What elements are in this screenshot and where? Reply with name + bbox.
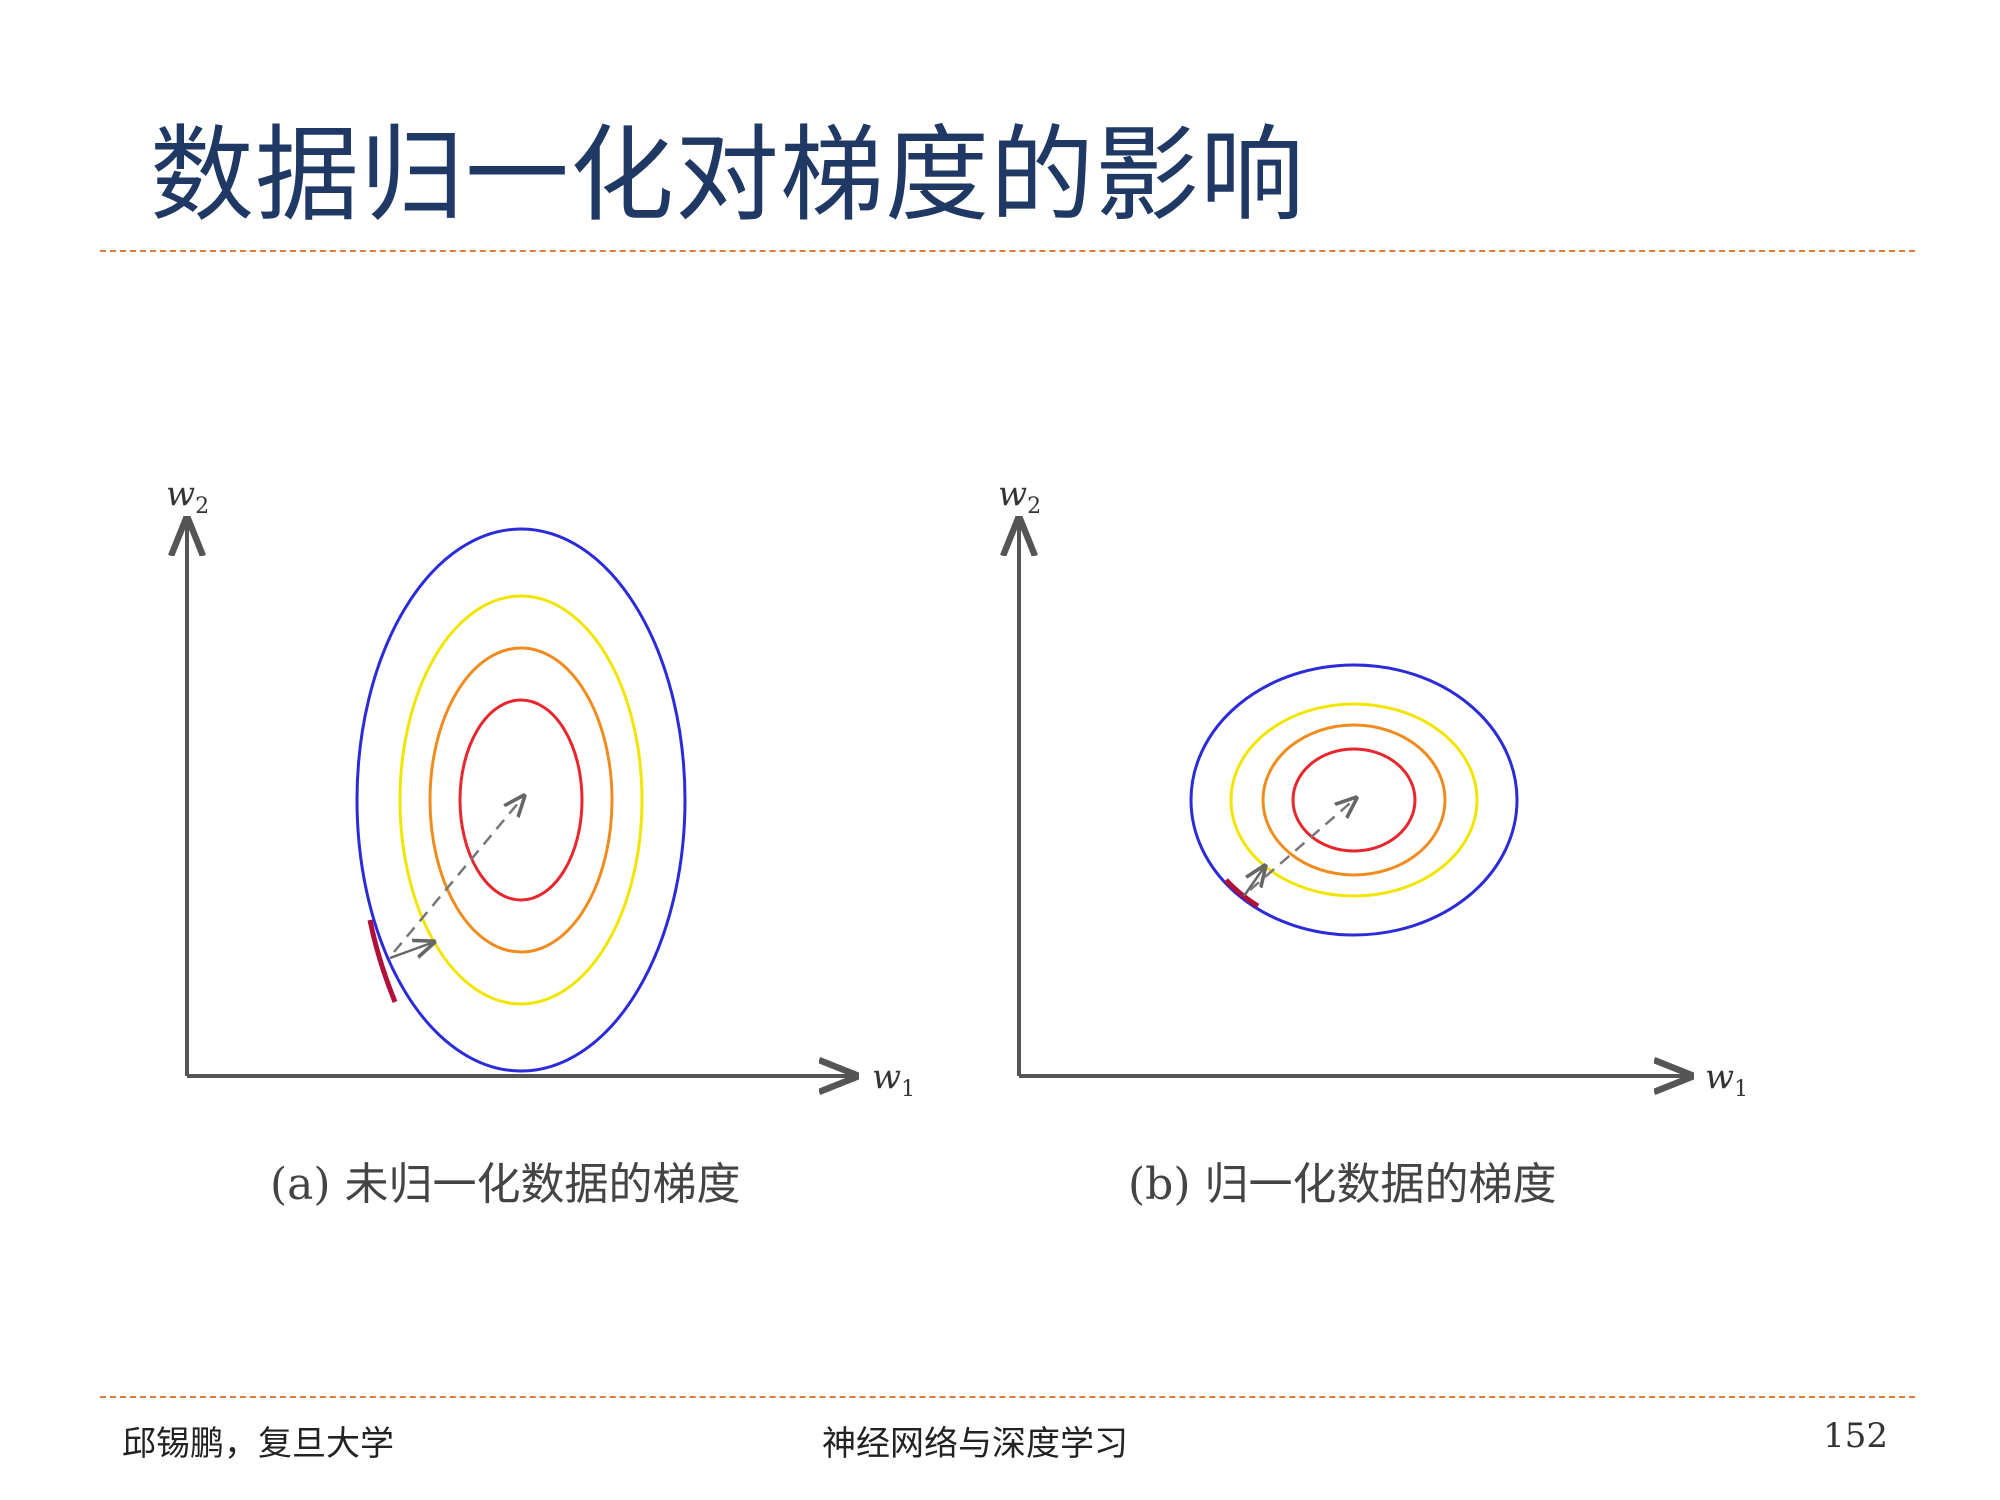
panel-b-gradient-segment [1224,878,1260,909]
panel-a-contour-inner [458,698,584,902]
page-number: 152 [1823,1416,1888,1456]
title-divider [100,250,1915,252]
panel-b-contour-inner [1291,747,1417,853]
footer-author: 邱锡鹏，复旦大学 [122,1424,394,1464]
panel-a-x-axis-label: w1 [872,1057,915,1102]
footer-course-title: 神经网络与深度学习 [822,1424,1128,1464]
panel-b-contour-3 [1261,723,1447,877]
panel-a-contour-2 [398,594,644,1006]
panel-a-contour-3 [428,646,614,954]
panel-b-contour-outer [1189,663,1519,937]
panel-a-gradient-arrow [389,942,434,960]
panel-a-caption: (a) 未归一化数据的梯度 [270,1159,741,1210]
footer-divider [100,1396,1915,1398]
slide-title: 数据归一化对梯度的影响 [150,114,1306,236]
panel-a: w2 w1 [166,474,915,1102]
panel-a-descent-direction [393,796,524,953]
panel-b-descent-direction [1249,798,1356,891]
panel-b-x-axis-label: w1 [1705,1057,1748,1102]
panel-b-y-axis-label: w2 [998,474,1041,519]
panel-b-caption: (b) 归一化数据的梯度 [1128,1159,1557,1210]
panel-b: w2 w1 [998,474,1748,1102]
panel-b-contour-2 [1229,702,1479,898]
panel-a-y-axis-label: w2 [166,474,209,519]
panel-a-gradient-segment [367,919,398,1003]
panel-a-contour-outer [355,527,687,1073]
panel-b-gradient-arrow [1242,866,1265,897]
